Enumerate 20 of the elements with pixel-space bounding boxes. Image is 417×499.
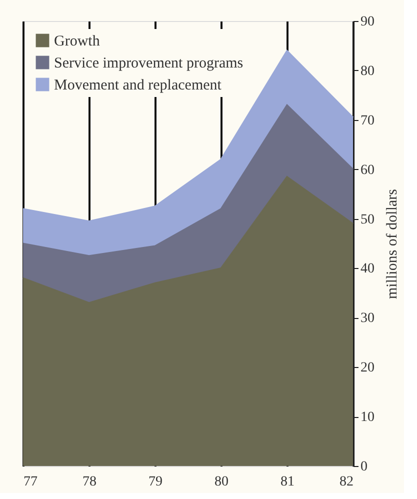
y-tick-label: 90 <box>360 14 374 30</box>
x-tick-label: 79 <box>148 474 162 490</box>
legend-label: Service improvement programs <box>54 56 244 72</box>
x-tick-label: 81 <box>280 474 294 490</box>
y-tick-label: 20 <box>360 360 374 376</box>
y-tick-label: 40 <box>360 262 374 277</box>
y-tick-label: 30 <box>360 311 374 326</box>
x-tick-label: 78 <box>82 474 96 490</box>
x-tick-label: 77 <box>24 474 38 490</box>
legend-label: Movement and replacement <box>54 78 222 94</box>
y-tick-label: 70 <box>360 113 374 128</box>
y-tick-label: 0 <box>360 460 368 474</box>
y-tick-label: 80 <box>360 64 374 79</box>
x-tick-label: 80 <box>214 474 228 490</box>
x-tick-label: 82 <box>340 474 354 490</box>
y-axis-title: millions of dollars <box>384 188 400 299</box>
legend-label: Growth <box>54 34 100 50</box>
y-tick-label: 10 <box>360 410 374 426</box>
y-tick-label: 50 <box>360 212 374 228</box>
y-tick-label: 60 <box>360 162 374 178</box>
